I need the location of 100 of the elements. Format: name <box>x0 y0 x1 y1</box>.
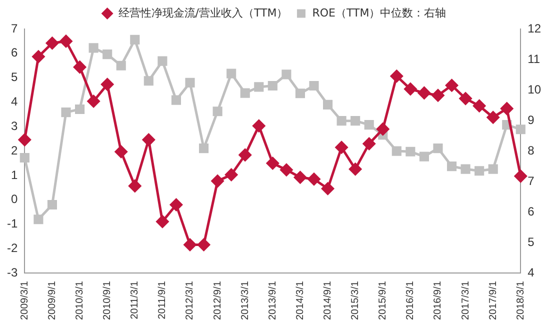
point <box>170 198 182 211</box>
x-tick-label: 2009/3/1 <box>19 280 30 320</box>
point <box>322 182 334 195</box>
point <box>432 89 444 102</box>
point <box>116 60 126 70</box>
point <box>488 164 498 174</box>
point <box>486 111 500 124</box>
point <box>184 238 196 252</box>
point <box>254 82 264 92</box>
x-tick-label: 2014/3/1 <box>294 280 306 320</box>
point <box>392 146 402 156</box>
y-tick-label: 7 <box>10 21 18 36</box>
point <box>18 134 31 146</box>
point <box>101 78 114 91</box>
point <box>252 120 266 132</box>
point <box>514 170 527 182</box>
point <box>60 34 72 48</box>
point <box>240 88 250 98</box>
point <box>102 50 112 60</box>
point <box>74 60 86 74</box>
point <box>225 168 238 181</box>
point <box>61 108 71 118</box>
point <box>144 76 154 86</box>
x-tick-label: 2015/3/1 <box>350 280 362 320</box>
y2-tick-label: 7 <box>528 174 535 188</box>
y2-tick-label: 9 <box>528 112 535 127</box>
x-tick-label: 2018/3/1 <box>515 280 526 320</box>
y-tick-label: 1 <box>10 168 18 182</box>
y2-tick-label: 5 <box>528 234 535 249</box>
point <box>211 174 224 188</box>
y2-tick-label: 6 <box>528 204 535 218</box>
y2-tick-label: 11 <box>528 52 540 66</box>
point <box>500 102 514 115</box>
point <box>295 88 305 98</box>
point <box>419 152 429 162</box>
point <box>266 156 279 170</box>
y2-tick-label: 8 <box>528 143 535 158</box>
x-tick-label: 2010/9/1 <box>102 280 114 320</box>
point <box>376 122 390 136</box>
x-tick-label: 2014/9/1 <box>322 280 334 320</box>
point <box>142 134 155 146</box>
y-tick-label: -3 <box>7 265 18 280</box>
point <box>446 79 458 92</box>
point <box>350 116 360 126</box>
point <box>336 116 346 126</box>
point <box>473 100 486 112</box>
y-tick-label: 6 <box>10 46 18 60</box>
legend-label: 经营性净现金流/营业收入（TTM） <box>118 6 288 20</box>
point <box>418 86 430 100</box>
point <box>74 104 85 114</box>
point <box>47 200 58 210</box>
point <box>364 120 374 130</box>
x-tick-label: 2011/3/1 <box>130 280 141 320</box>
point <box>335 141 348 154</box>
x-tick-label: 2015/9/1 <box>378 280 389 320</box>
point <box>198 144 209 154</box>
x-tick-label: 2010/3/1 <box>74 280 86 320</box>
point <box>309 80 319 91</box>
x-tick-label: 2012/3/1 <box>184 280 196 320</box>
point <box>349 162 362 176</box>
point <box>238 148 252 162</box>
point <box>185 78 195 88</box>
y-tick-label: 5 <box>10 70 18 84</box>
y2-tick-label: 4 <box>528 265 535 280</box>
y-tick-label: 2 <box>10 143 18 158</box>
point <box>87 94 100 108</box>
x-tick-label: 2011/9/1 <box>157 280 168 320</box>
point <box>446 162 457 172</box>
point <box>130 34 140 44</box>
point <box>198 238 210 252</box>
point <box>158 56 168 66</box>
legend-label: ROE（TTM）中位数：右轴 <box>312 6 446 20</box>
y-tick-label: -2 <box>7 240 18 255</box>
y2-tick-label: 12 <box>528 21 542 36</box>
x-tick-label: 2017/3/1 <box>460 280 472 320</box>
point <box>34 214 44 224</box>
point <box>308 172 320 186</box>
point <box>171 95 182 105</box>
y-tick-label: 4 <box>10 94 18 109</box>
x-tick-label: 2016/3/1 <box>405 280 416 320</box>
point <box>280 164 293 176</box>
point <box>226 68 236 78</box>
point <box>322 100 333 110</box>
point <box>46 36 58 50</box>
point <box>156 215 169 228</box>
y2-tick-label: 10 <box>528 82 542 96</box>
point <box>406 146 416 156</box>
point <box>516 124 526 134</box>
point <box>460 164 470 174</box>
point <box>433 144 443 154</box>
point <box>282 70 292 80</box>
point <box>474 166 484 176</box>
x-tick-label: 2009/9/1 <box>46 280 58 320</box>
point <box>362 137 376 150</box>
point <box>128 180 142 192</box>
y-tick-label: -1 <box>7 216 18 231</box>
point <box>404 82 417 96</box>
point <box>20 152 30 163</box>
x-tick-label: 2012/9/1 <box>212 280 224 320</box>
point <box>212 106 222 116</box>
